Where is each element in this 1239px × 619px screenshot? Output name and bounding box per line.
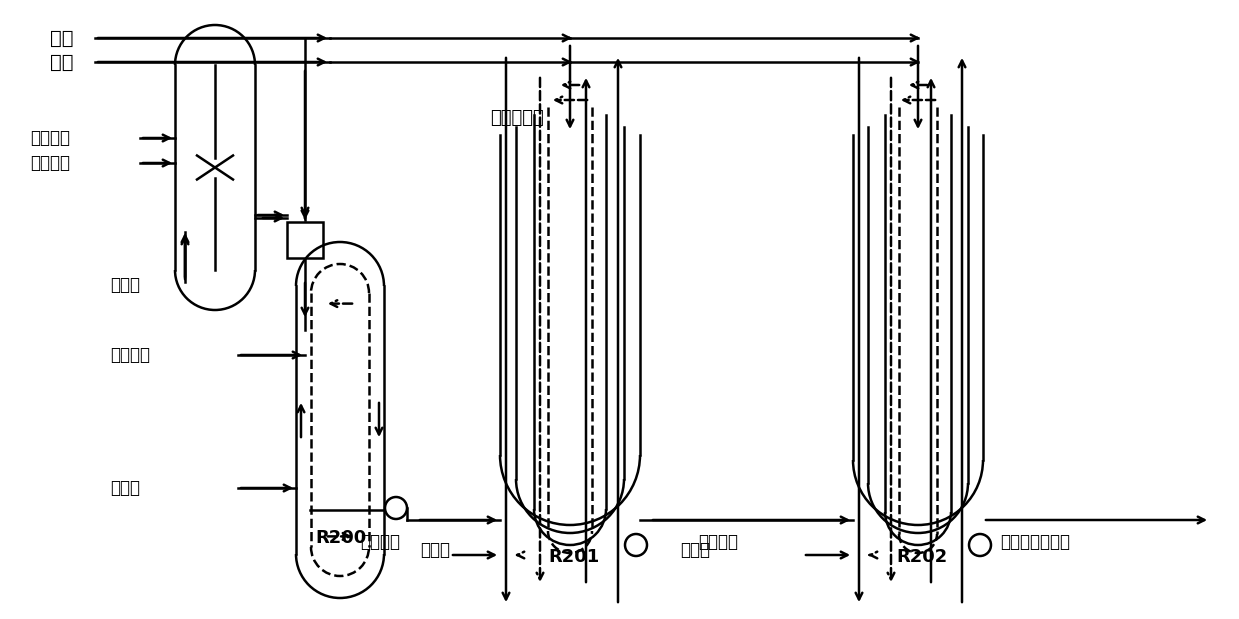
Text: 聚合浆料: 聚合浆料 [698, 533, 738, 551]
Text: 氢气: 氢气 [50, 53, 73, 72]
Text: 冷却水: 冷却水 [680, 541, 710, 559]
Text: 给电子体: 给电子体 [30, 154, 69, 172]
Text: R202: R202 [896, 548, 948, 566]
Bar [287, 222, 323, 258]
Text: 催化剂: 催化剂 [110, 276, 140, 294]
Text: 冷却水: 冷却水 [420, 541, 450, 559]
Text: 助催化剂: 助催化剂 [30, 129, 69, 147]
Text: 丙烯: 丙烯 [50, 28, 73, 48]
Text: 冲洗丙烯: 冲洗丙烯 [110, 346, 150, 364]
Text: R201: R201 [548, 548, 600, 566]
Text: 冷却水: 冷却水 [110, 479, 140, 497]
Text: 聚合浆料: 聚合浆料 [361, 533, 400, 551]
Text: 丙烯、氢气: 丙烯、氢气 [489, 109, 544, 127]
Text: R200: R200 [315, 529, 367, 547]
Text: 闪蒸及单体回收: 闪蒸及单体回收 [1000, 533, 1070, 551]
